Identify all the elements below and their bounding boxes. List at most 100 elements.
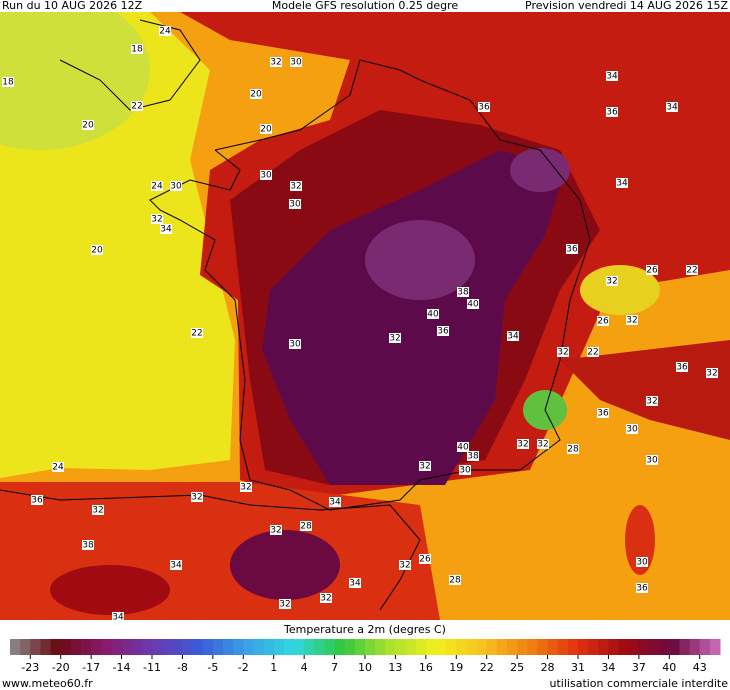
colorbar-swatch: [81, 639, 92, 655]
contour-label: 32: [151, 215, 162, 225]
label-box: [279, 599, 291, 609]
colorbar-swatch: [436, 639, 447, 655]
contour-label: 20: [260, 125, 272, 135]
colorbar-swatch: [456, 639, 467, 655]
contour-label: 36: [566, 245, 578, 255]
label-box: [131, 101, 143, 111]
label-box: [646, 396, 658, 406]
contour-label: 32: [399, 561, 410, 571]
contour-label: 34: [507, 332, 519, 342]
contour-label: 24: [159, 27, 171, 37]
colorbar-swatch: [537, 639, 549, 655]
label-box: [606, 107, 618, 117]
colorbar-swatch: [50, 639, 62, 655]
label-box: [636, 557, 648, 567]
colorbar-swatch: [344, 639, 356, 655]
label-box: [567, 444, 579, 454]
colorbar-tick-label: 7: [331, 661, 338, 674]
label-box: [449, 575, 461, 585]
spain-hot: [230, 530, 340, 600]
coastline: [149, 59, 591, 511]
colorbar-swatch: [192, 639, 204, 655]
colorbar-swatch: [111, 639, 123, 655]
colorbar: -23 -20 -17 -14 -11 -8 -5 -2 1 4 7 10 13 16 19 22 25 28 31…: [10, 639, 721, 674]
colorbar-swatch: [91, 639, 102, 655]
label-box: [92, 505, 104, 515]
colorbar-tick-label: 22: [480, 661, 494, 674]
label-box: [289, 339, 301, 349]
label-box: [290, 57, 302, 67]
contour-label: 20: [91, 246, 103, 256]
label-box: [151, 214, 163, 224]
label-box: [457, 442, 469, 452]
label-box: [646, 265, 658, 275]
contour-label: 40: [427, 310, 439, 320]
colorbar-swatch: [425, 639, 437, 655]
contour-label: 22: [587, 348, 598, 358]
contour-label: 32: [270, 58, 281, 68]
colorbar-swatch: [294, 639, 305, 655]
label-box: [290, 181, 302, 191]
colorbar-swatch: [60, 639, 72, 655]
colorbar-swatch: [689, 639, 701, 655]
colorbar-swatch: [273, 639, 285, 655]
contour-label: 36: [597, 409, 609, 419]
label-box: [597, 316, 609, 326]
colorbar-tick-label: -14: [113, 661, 131, 674]
header-bar: [0, 0, 730, 12]
contour-label: 30: [626, 425, 638, 435]
label-box: [517, 439, 529, 449]
colorbar-swatch: [405, 639, 417, 655]
colorbar-swatch: [253, 639, 265, 655]
colorbar-swatch: [578, 639, 589, 655]
colorbar-swatch: [30, 639, 41, 655]
colorbar-swatch: [212, 639, 224, 655]
label-box: [606, 71, 618, 81]
colorbar-swatch: [141, 639, 153, 655]
colorbar-swatch: [466, 639, 478, 655]
contour-label: 32: [191, 493, 202, 503]
colorbar-tick-label: -20: [52, 661, 70, 674]
contour-label: 40: [467, 300, 479, 310]
colorbar-swatch: [638, 639, 650, 655]
label-box: [537, 439, 549, 449]
contour-label: 18: [2, 78, 14, 88]
label-box: [597, 408, 609, 418]
colorbar-swatch: [40, 639, 52, 655]
label-box: [427, 309, 439, 319]
contour-label: 32: [320, 594, 331, 604]
label-box: [349, 578, 361, 588]
contour-label: 32: [537, 440, 548, 450]
colorbar-swatch: [598, 639, 609, 655]
label-box: [131, 44, 143, 54]
contour-label: 32: [606, 277, 617, 287]
contour-label: 26: [646, 266, 658, 276]
contour-label: 20: [82, 121, 94, 131]
contour-label: 22: [131, 102, 142, 112]
label-box: [260, 124, 272, 134]
contour-label: 18: [131, 45, 143, 55]
model: Modele GFS resolution 0.25 degre: [272, 0, 459, 12]
label-box: [419, 554, 431, 564]
colorbar-swatch: [395, 639, 407, 655]
contour-label: 32: [626, 316, 637, 326]
colorbar-swatch: [10, 639, 21, 655]
colorbar-swatch: [567, 639, 579, 655]
contour-label: 36: [437, 327, 449, 337]
colorbar-tick-label: 19: [449, 661, 463, 674]
colorbar-swatch: [324, 639, 336, 655]
contour-label: 28: [300, 522, 312, 532]
label-box: [467, 451, 479, 461]
contour-label: 34: [170, 561, 182, 571]
colorbar-tick-label: 28: [541, 661, 555, 674]
colorbar-swatch: [415, 639, 427, 655]
contour-label: 40: [457, 443, 469, 453]
label-box: [706, 368, 718, 378]
colorbar-swatch: [172, 639, 183, 655]
label-box: [82, 540, 94, 550]
colorbar-tick-label: 25: [510, 661, 524, 674]
map: [0, 0, 730, 620]
label-box: [260, 170, 272, 180]
label-box: [270, 525, 282, 535]
colorbar-swatch: [709, 639, 721, 655]
